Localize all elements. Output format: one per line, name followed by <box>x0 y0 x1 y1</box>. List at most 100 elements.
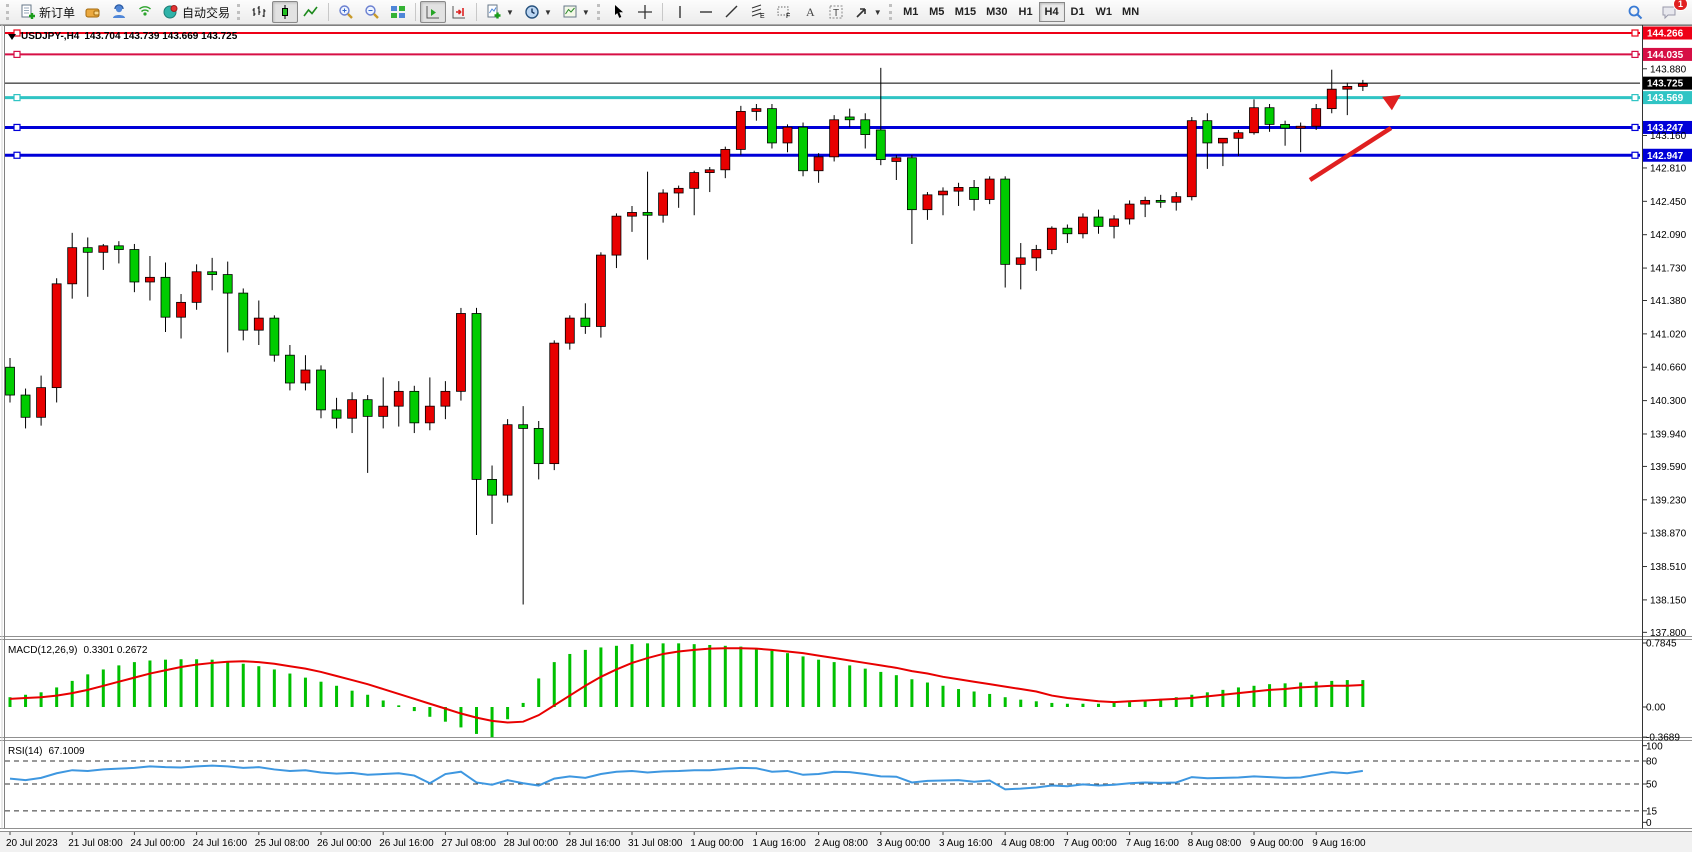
trendline-tool[interactable] <box>719 1 745 23</box>
caret-down-icon: ▼ <box>506 7 514 17</box>
price-badge: 144.035 <box>1647 50 1684 61</box>
tile-windows-button[interactable] <box>385 1 411 23</box>
price-tick-label: 139.590 <box>1650 462 1687 473</box>
time-axis-label: 2 Aug 08:00 <box>815 838 869 849</box>
price-badge: 143.569 <box>1647 93 1684 104</box>
timeframe-d1-button[interactable]: D1 <box>1070 6 1085 18</box>
price-tick-label: 138.150 <box>1650 595 1687 606</box>
bar-chart-button[interactable] <box>246 1 272 23</box>
autotrade-button[interactable]: 自动交易 <box>158 1 235 23</box>
time-axis-label: 7 Aug 16:00 <box>1126 838 1180 849</box>
timeframe-w1-button[interactable]: W1 <box>1095 6 1113 18</box>
wallet-icon <box>85 4 101 20</box>
macd-axis-label: 0.7845 <box>1646 638 1677 649</box>
crosshair-button[interactable] <box>632 1 658 23</box>
chart-canvas[interactable]: 144.266 144.035 143.725 143.569 143.247 142.9… <box>0 25 1692 852</box>
templates-button[interactable]: ▼ <box>557 1 595 23</box>
price-tick-label: 140.300 <box>1650 396 1687 407</box>
time-axis-label: 24 Jul 00:00 <box>130 838 185 849</box>
price-badge: 143.247 <box>1647 123 1684 134</box>
timeframe-h1-button[interactable]: H1 <box>1018 6 1033 18</box>
template-icon <box>562 4 578 20</box>
toolbar-grip[interactable] <box>237 4 242 20</box>
price-tick-label: 142.090 <box>1650 230 1687 241</box>
caret-down-icon: ▼ <box>543 7 552 17</box>
chart-window[interactable]: 144.266 144.035 143.725 143.569 143.247 142.9… <box>0 25 1692 852</box>
price-tick-label: 140.660 <box>1650 363 1687 374</box>
toolbar-grip[interactable] <box>596 4 602 20</box>
vertical-line-tool[interactable] <box>667 1 693 23</box>
price-badge: 143.725 <box>1647 79 1684 90</box>
rsi-indicator-label: RSI(14) 67.1009 <box>8 746 85 757</box>
notifications-button[interactable]: 1 <box>1656 0 1688 23</box>
auto-scroll-button[interactable] <box>420 1 447 23</box>
cursor-button[interactable] <box>606 1 632 23</box>
zoom-out-button[interactable] <box>359 1 385 23</box>
toolbar-grip[interactable] <box>888 4 894 20</box>
channel-icon: F <box>776 4 792 20</box>
time-axis-label: 8 Aug 08:00 <box>1188 838 1242 849</box>
line-anchor <box>13 50 21 59</box>
timeframe-mn-button[interactable]: MN <box>1122 6 1140 18</box>
timeframe-toolbar: M1 M5 M15 M30 H1 H4 D1 W1 MN <box>898 2 1144 22</box>
candle-chart-button[interactable] <box>272 1 299 23</box>
arrows-tool[interactable]: ▼ <box>849 1 887 23</box>
time-axis-label: 4 Aug 08:00 <box>1001 838 1055 849</box>
chart-shift-button[interactable] <box>446 1 472 23</box>
text-tool[interactable]: A <box>797 1 823 23</box>
hline-objects[interactable] <box>5 29 1640 159</box>
time-axis-label: 7 Aug 00:00 <box>1063 838 1117 849</box>
signal-icon <box>137 4 153 20</box>
signals-button[interactable] <box>132 1 158 23</box>
overlay-layer: 144.266 144.035 143.725 143.569 143.247 142.9… <box>1308 26 1692 182</box>
time-axis-label: 28 Jul 00:00 <box>504 838 559 849</box>
price-badge: 144.266 <box>1647 29 1684 40</box>
bar-chart-icon <box>251 4 267 20</box>
rsi-line <box>9 764 1364 791</box>
rsi-name: RSI(14) <box>8 746 43 757</box>
clock-icon <box>524 4 540 20</box>
price-tick-label: 141.730 <box>1650 264 1687 275</box>
indicators-button[interactable]: ▼ <box>481 1 519 23</box>
macd-axis-label: -0.3689 <box>1646 733 1680 744</box>
time-axis-label: 21 Jul 08:00 <box>68 838 123 849</box>
rsi-value: 67.1009 <box>48 746 85 757</box>
timeframe-m5-button[interactable]: M5 <box>929 6 945 18</box>
market-watch-button[interactable] <box>80 1 106 23</box>
price-tick-label: 143.160 <box>1650 131 1687 142</box>
price-tick-label: 143.880 <box>1650 64 1687 75</box>
toolbar-grip[interactable] <box>6 4 11 20</box>
new-order-button[interactable]: 新订单 <box>15 1 80 23</box>
horizontal-line-icon <box>698 4 714 20</box>
text-label-tool[interactable]: T <box>823 1 849 23</box>
svg-text:F: F <box>786 13 790 20</box>
symbol-name: USDJPY-,H4 <box>21 31 80 42</box>
rsi-axis-label: 50 <box>1646 780 1658 791</box>
price-tick-label: 139.940 <box>1650 429 1687 440</box>
periods-button[interactable]: ▼ <box>519 1 557 23</box>
auto-scroll-icon <box>425 4 441 20</box>
timeframe-h4-button[interactable]: H4 <box>1038 2 1065 22</box>
time-axis-label: 26 Jul 16:00 <box>379 838 434 849</box>
line-anchor <box>13 29 21 37</box>
channel-tool[interactable]: F <box>771 1 797 23</box>
line-anchor <box>1631 123 1639 132</box>
text-label-icon: T <box>828 4 844 20</box>
zoom-in-icon <box>338 4 354 20</box>
svg-text:A: A <box>806 5 815 19</box>
support-button[interactable] <box>106 1 132 23</box>
caret-down-icon: ▼ <box>873 7 882 17</box>
zoom-in-button[interactable] <box>333 1 359 23</box>
timeframe-m15-button[interactable]: M15 <box>954 6 977 18</box>
price-tick-label: 138.510 <box>1650 562 1687 573</box>
timeframe-m1-button[interactable]: M1 <box>903 6 919 18</box>
notification-badge: 1 <box>1672 0 1688 11</box>
time-axis-label: 20 Jul 2023 <box>6 838 58 849</box>
candles-layer <box>5 67 1368 605</box>
timeframe-m30-button[interactable]: M30 <box>986 6 1008 18</box>
search-button[interactable] <box>1622 1 1648 23</box>
horizontal-line-tool[interactable] <box>693 1 719 23</box>
tile-windows-icon <box>390 4 406 20</box>
line-chart-button[interactable] <box>298 1 324 23</box>
fibonacci-tool[interactable]: E <box>745 1 771 23</box>
